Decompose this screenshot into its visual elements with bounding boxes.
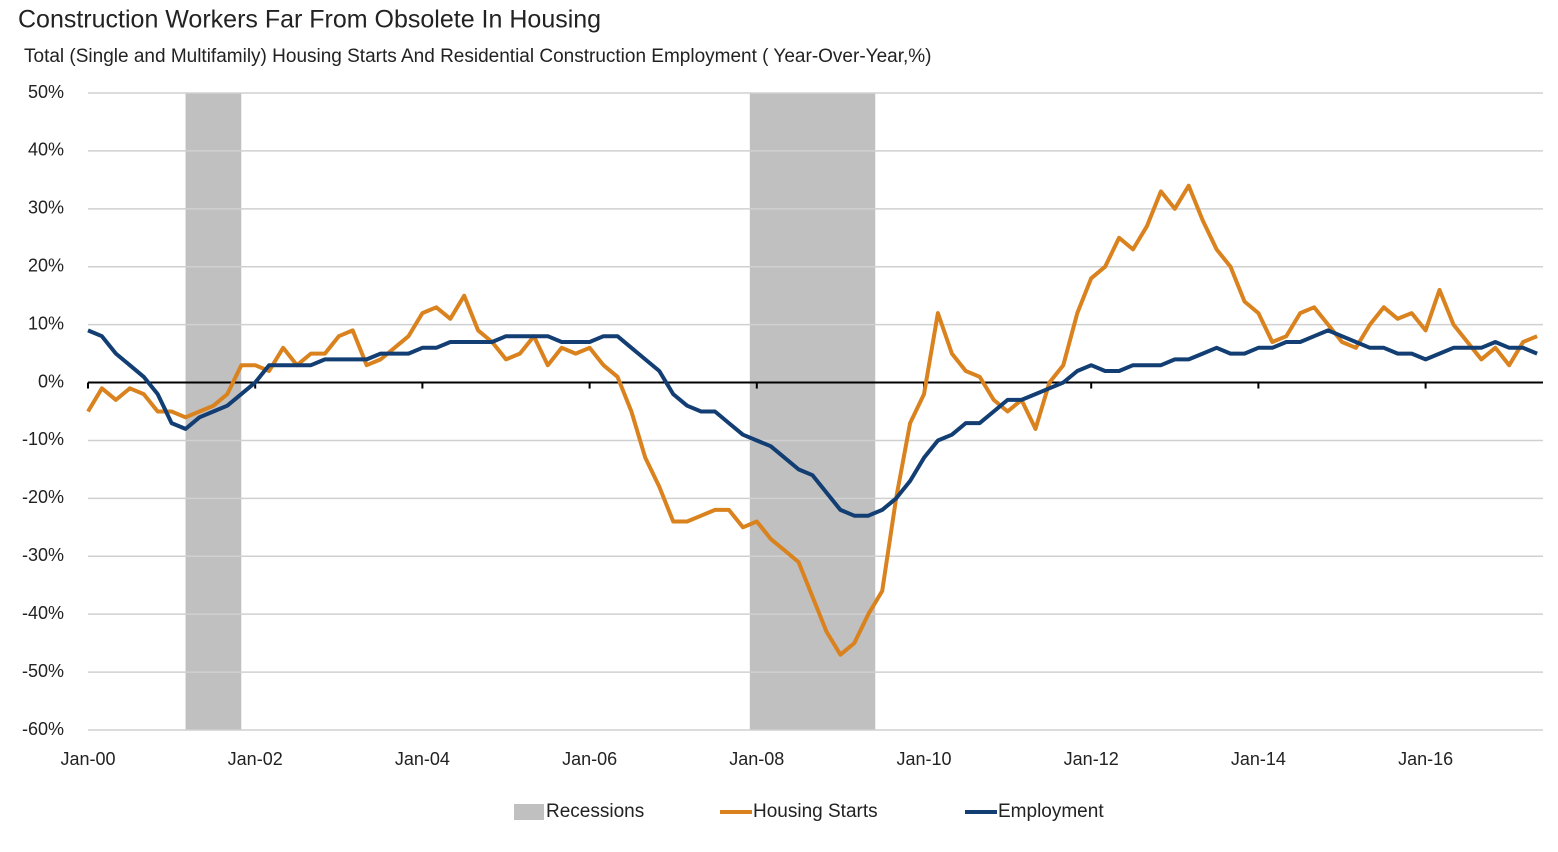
- chart-subtitle: Total (Single and Multifamily) Housing S…: [24, 46, 932, 67]
- y-tick-label: -40%: [22, 603, 64, 623]
- x-tick-label: Jan-04: [395, 749, 450, 769]
- data-line: [87, 328, 1538, 518]
- y-tick-label: -50%: [22, 661, 64, 681]
- chart-title: Construction Workers Far From Obsolete I…: [18, 6, 601, 34]
- data-line: [86, 183, 1538, 657]
- legend-swatch: [514, 804, 544, 820]
- legend-label: Housing Starts: [753, 801, 878, 822]
- y-tick-label: -20%: [22, 487, 64, 507]
- y-tick-label: 30%: [28, 198, 64, 218]
- recession-band: [749, 93, 876, 730]
- x-tick-label: Jan-14: [1231, 749, 1286, 769]
- x-tick-label: Jan-10: [896, 749, 951, 769]
- y-tick-label: 50%: [28, 82, 64, 102]
- x-tick-label: Jan-12: [1064, 749, 1119, 769]
- legend-label: Recessions: [546, 801, 644, 822]
- x-tick-label: Jan-06: [562, 749, 617, 769]
- y-tick-label: 40%: [28, 140, 64, 160]
- y-tick-label: 10%: [28, 313, 64, 333]
- x-tick-label: Jan-08: [729, 749, 784, 769]
- x-tick-label: Jan-02: [228, 749, 283, 769]
- x-tick-label: Jan-00: [60, 749, 115, 769]
- y-tick-label: 20%: [28, 255, 64, 275]
- y-tick-label: 0%: [38, 371, 64, 391]
- y-tick-label: -60%: [22, 719, 64, 739]
- y-tick-label: -10%: [22, 429, 64, 449]
- legend-label: Employment: [998, 801, 1104, 822]
- y-tick-label: -30%: [22, 545, 64, 565]
- x-tick-label: Jan-16: [1398, 749, 1453, 769]
